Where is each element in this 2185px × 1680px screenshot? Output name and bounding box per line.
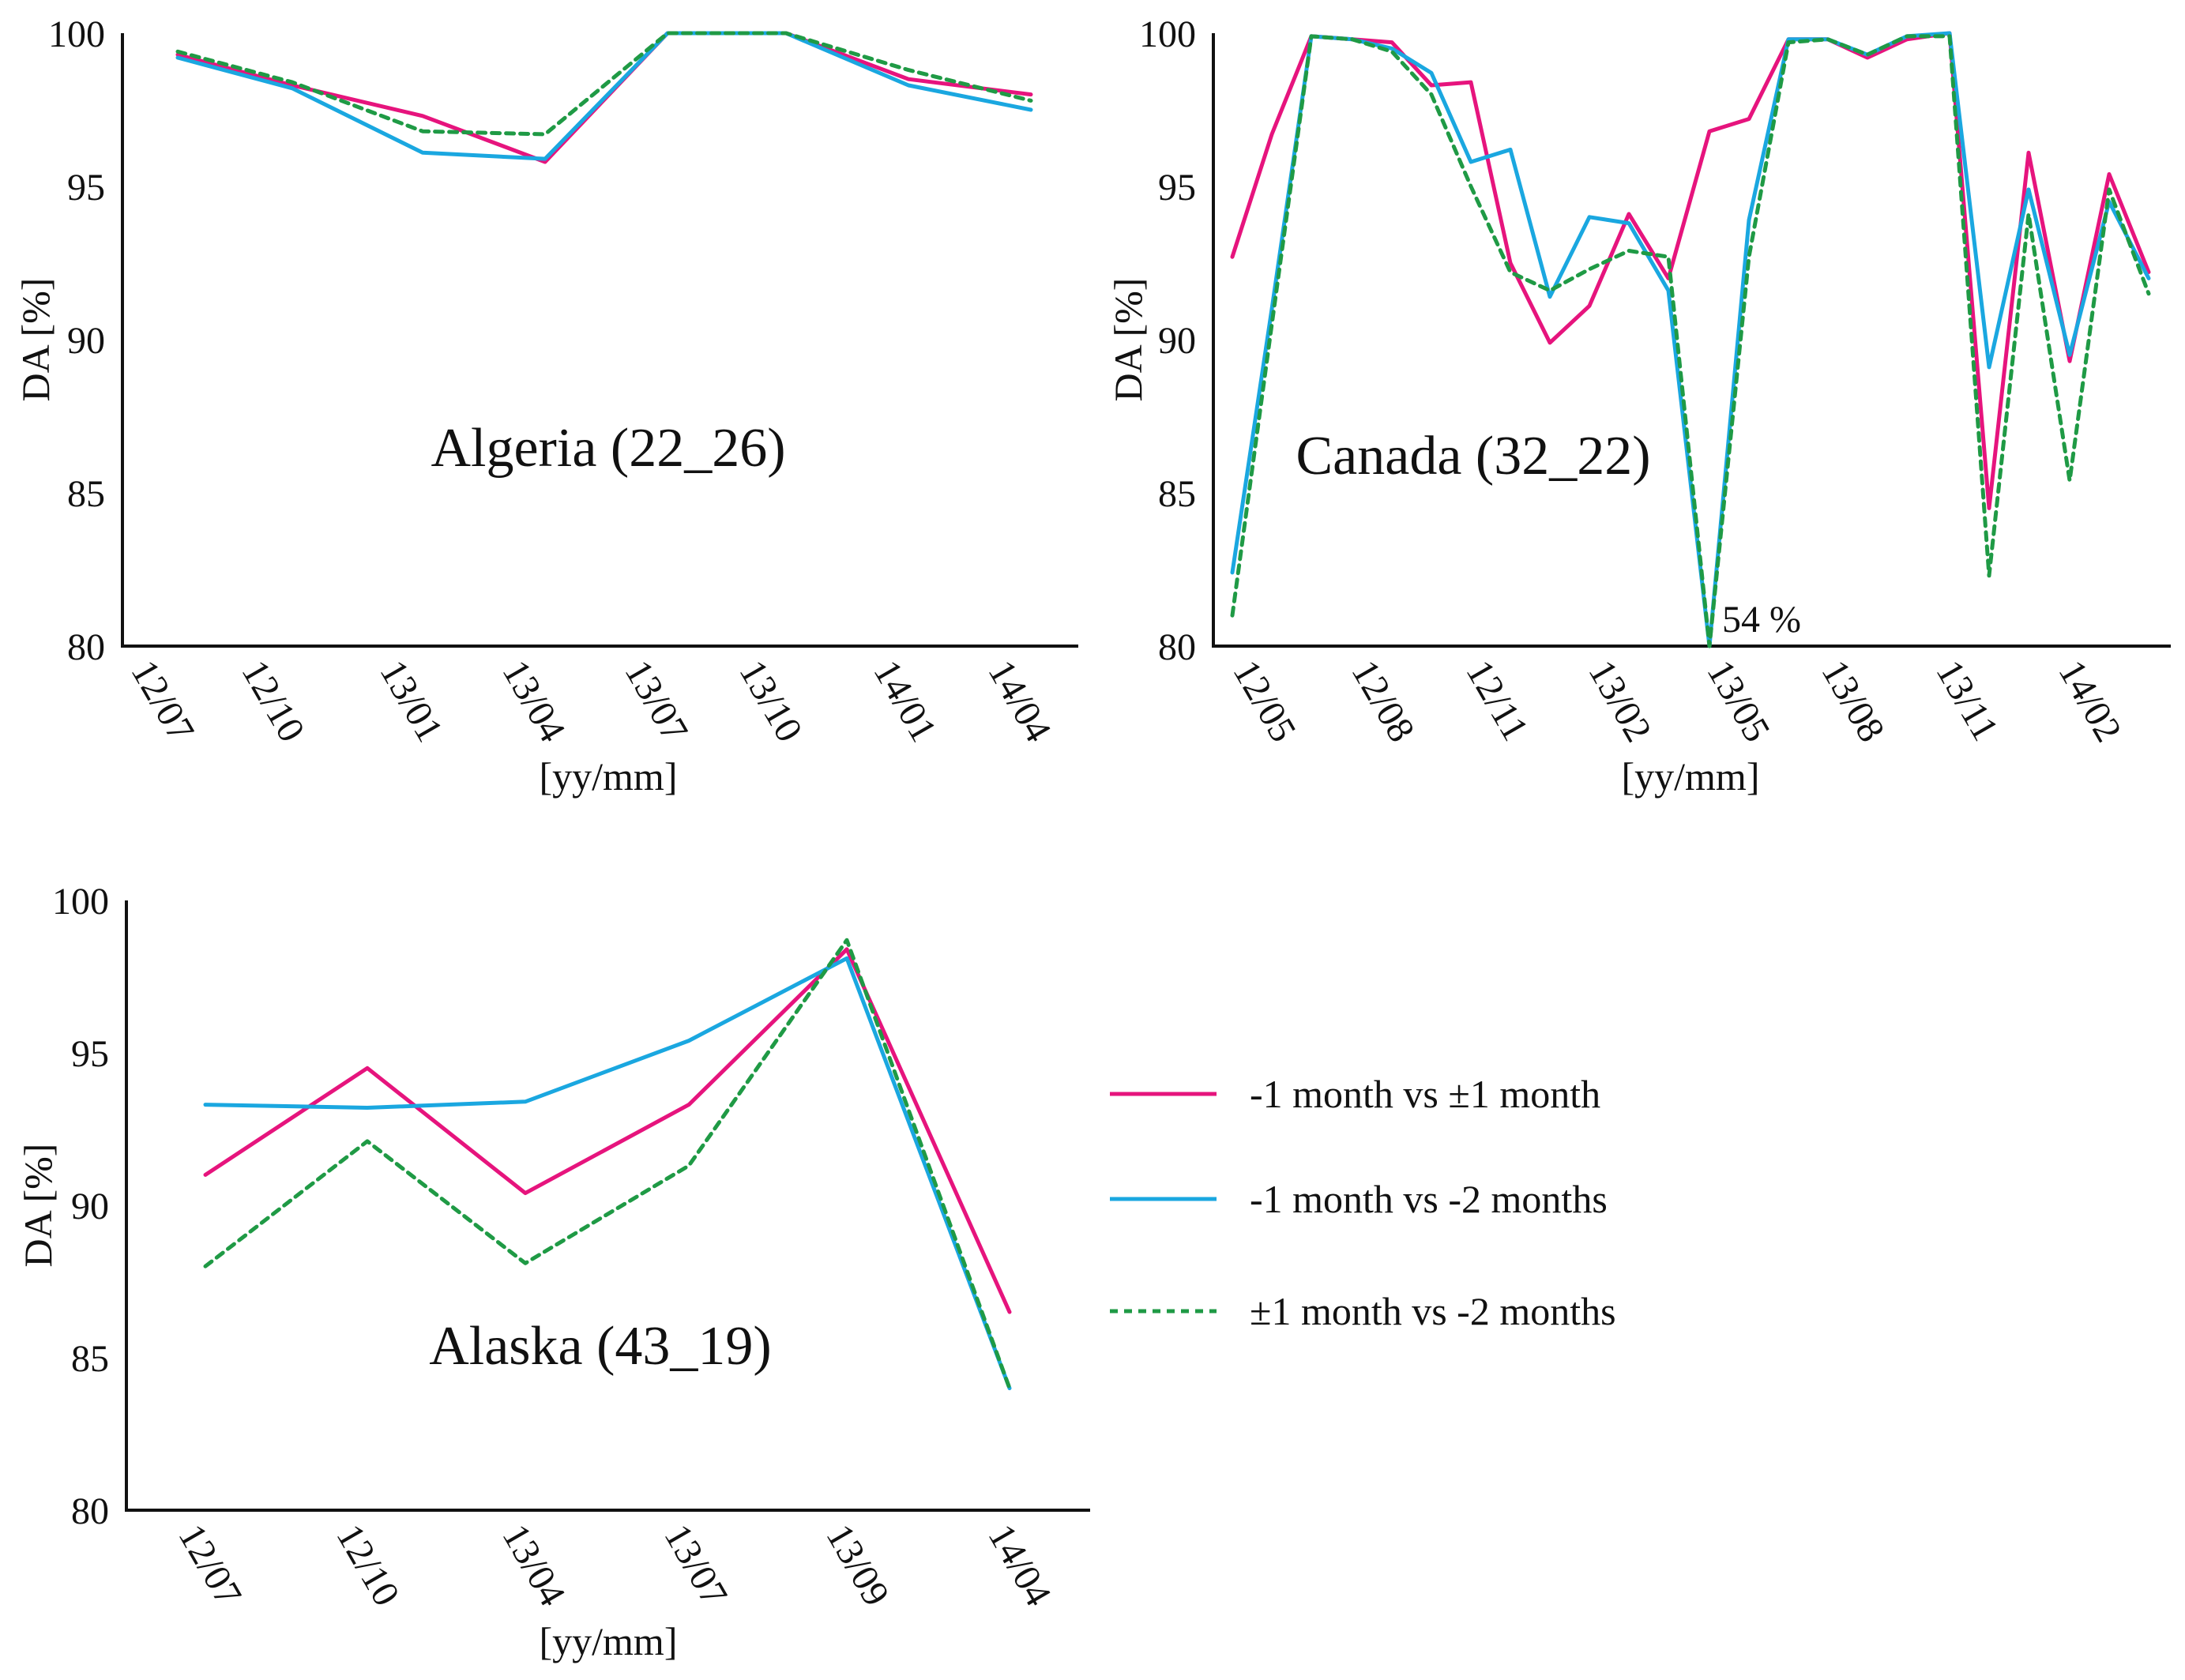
- y-tick-label: 80: [67, 626, 105, 668]
- series-line-pm1-vs-minus2: [175, 31, 1033, 137]
- y-tick-label: 85: [71, 1338, 109, 1380]
- x-tick-label: 13/08: [1813, 653, 1893, 749]
- y-tick-label: 80: [71, 1490, 109, 1532]
- y-tick-label: 85: [1158, 473, 1196, 515]
- annotation-label: 54 %: [1722, 599, 1801, 641]
- x-tick-label: 14/04: [980, 1517, 1059, 1613]
- panel-alaska: 80 85 90 95 100 12/07 12/10 13/04 13/07 13/09 14/0…: [16, 881, 1090, 1663]
- x-tick-label: 13/07: [616, 653, 696, 749]
- series-line-minus1-vs-pm1: [203, 947, 1012, 1314]
- y-tick-label: 95: [1158, 167, 1196, 209]
- x-tick-label: 13/01: [371, 653, 451, 749]
- x-tick-label: 12/07: [122, 653, 202, 749]
- x-tick-label: 13/05: [1698, 653, 1778, 749]
- x-tick-label: 13/10: [731, 653, 810, 749]
- series-line-minus1-vs-pm1: [1230, 31, 2151, 510]
- x-tick-label: 13/09: [818, 1517, 897, 1613]
- x-tick-label: 13/07: [656, 1517, 735, 1613]
- panel-canada: 80 85 90 95 100 12/05 12/08 12/11 13/02 13/05 13/0…: [1106, 13, 2171, 799]
- series-line-pm1-vs-minus2: [203, 938, 1012, 1391]
- y-axis-label: DA [%]: [1106, 278, 1150, 402]
- panel-title: Algeria (22_26): [431, 418, 785, 479]
- legend-label-pm1-vs-minus2: ±1 month vs -2 months: [1250, 1289, 1616, 1333]
- x-tick-label: 12/08: [1343, 653, 1423, 749]
- panel-algeria: 80 85 90 95 100 12/07 12/10 13/01 13/04 13/07 13/1…: [13, 13, 1078, 799]
- x-tick-label: 14/04: [980, 653, 1059, 749]
- y-tick-label: 90: [71, 1186, 109, 1227]
- x-tick-label: 12/11: [1457, 653, 1536, 748]
- series-line-minus1-vs-minus2: [203, 956, 1012, 1391]
- x-axis-label: [yy/mm]: [1622, 754, 1760, 799]
- y-tick-label: 95: [71, 1033, 109, 1075]
- x-tick-label: 12/10: [233, 653, 313, 749]
- x-tick-label: 14/02: [2050, 653, 2130, 749]
- y-tick-label: 100: [52, 881, 109, 923]
- legend: -1 month vs ±1 month -1 month vs -2 month…: [1110, 1072, 1616, 1333]
- x-tick-label: 13/04: [494, 653, 574, 749]
- x-tick-label: 12/05: [1224, 653, 1304, 749]
- x-tick-label: 13/11: [1927, 653, 2006, 748]
- y-tick-label: 85: [67, 473, 105, 515]
- panel-title: Alaska (43_19): [429, 1316, 772, 1377]
- legend-label-minus1-vs-pm1: -1 month vs ±1 month: [1250, 1072, 1600, 1116]
- legend-label-minus1-vs-minus2: -1 month vs -2 months: [1250, 1177, 1608, 1221]
- x-tick-label: 13/04: [494, 1517, 574, 1613]
- x-tick-label: 14/01: [865, 653, 945, 749]
- x-axis-label: [yy/mm]: [540, 754, 678, 799]
- panel-title: Canada (32_22): [1296, 426, 1650, 487]
- x-axis-label: [yy/mm]: [540, 1619, 678, 1663]
- x-tick-label: 13/02: [1580, 653, 1660, 749]
- axis-lines: [125, 900, 1090, 1512]
- series-line-minus1-vs-minus2: [1230, 31, 2151, 648]
- series-line-minus1-vs-minus2: [175, 31, 1033, 161]
- y-tick-label: 100: [1139, 13, 1196, 55]
- x-tick-label: 12/10: [328, 1517, 408, 1613]
- y-tick-label: 80: [1158, 626, 1196, 668]
- series-line-pm1-vs-minus2: [1230, 34, 2151, 648]
- y-tick-label: 90: [67, 320, 105, 362]
- y-axis-label: DA [%]: [13, 278, 58, 402]
- y-axis-label: DA [%]: [16, 1144, 60, 1268]
- y-tick-label: 95: [67, 167, 105, 209]
- y-tick-label: 100: [48, 13, 105, 55]
- x-tick-label: 12/07: [170, 1517, 250, 1613]
- axis-lines: [121, 33, 1078, 648]
- y-tick-label: 90: [1158, 320, 1196, 362]
- axis-lines: [1212, 33, 2171, 648]
